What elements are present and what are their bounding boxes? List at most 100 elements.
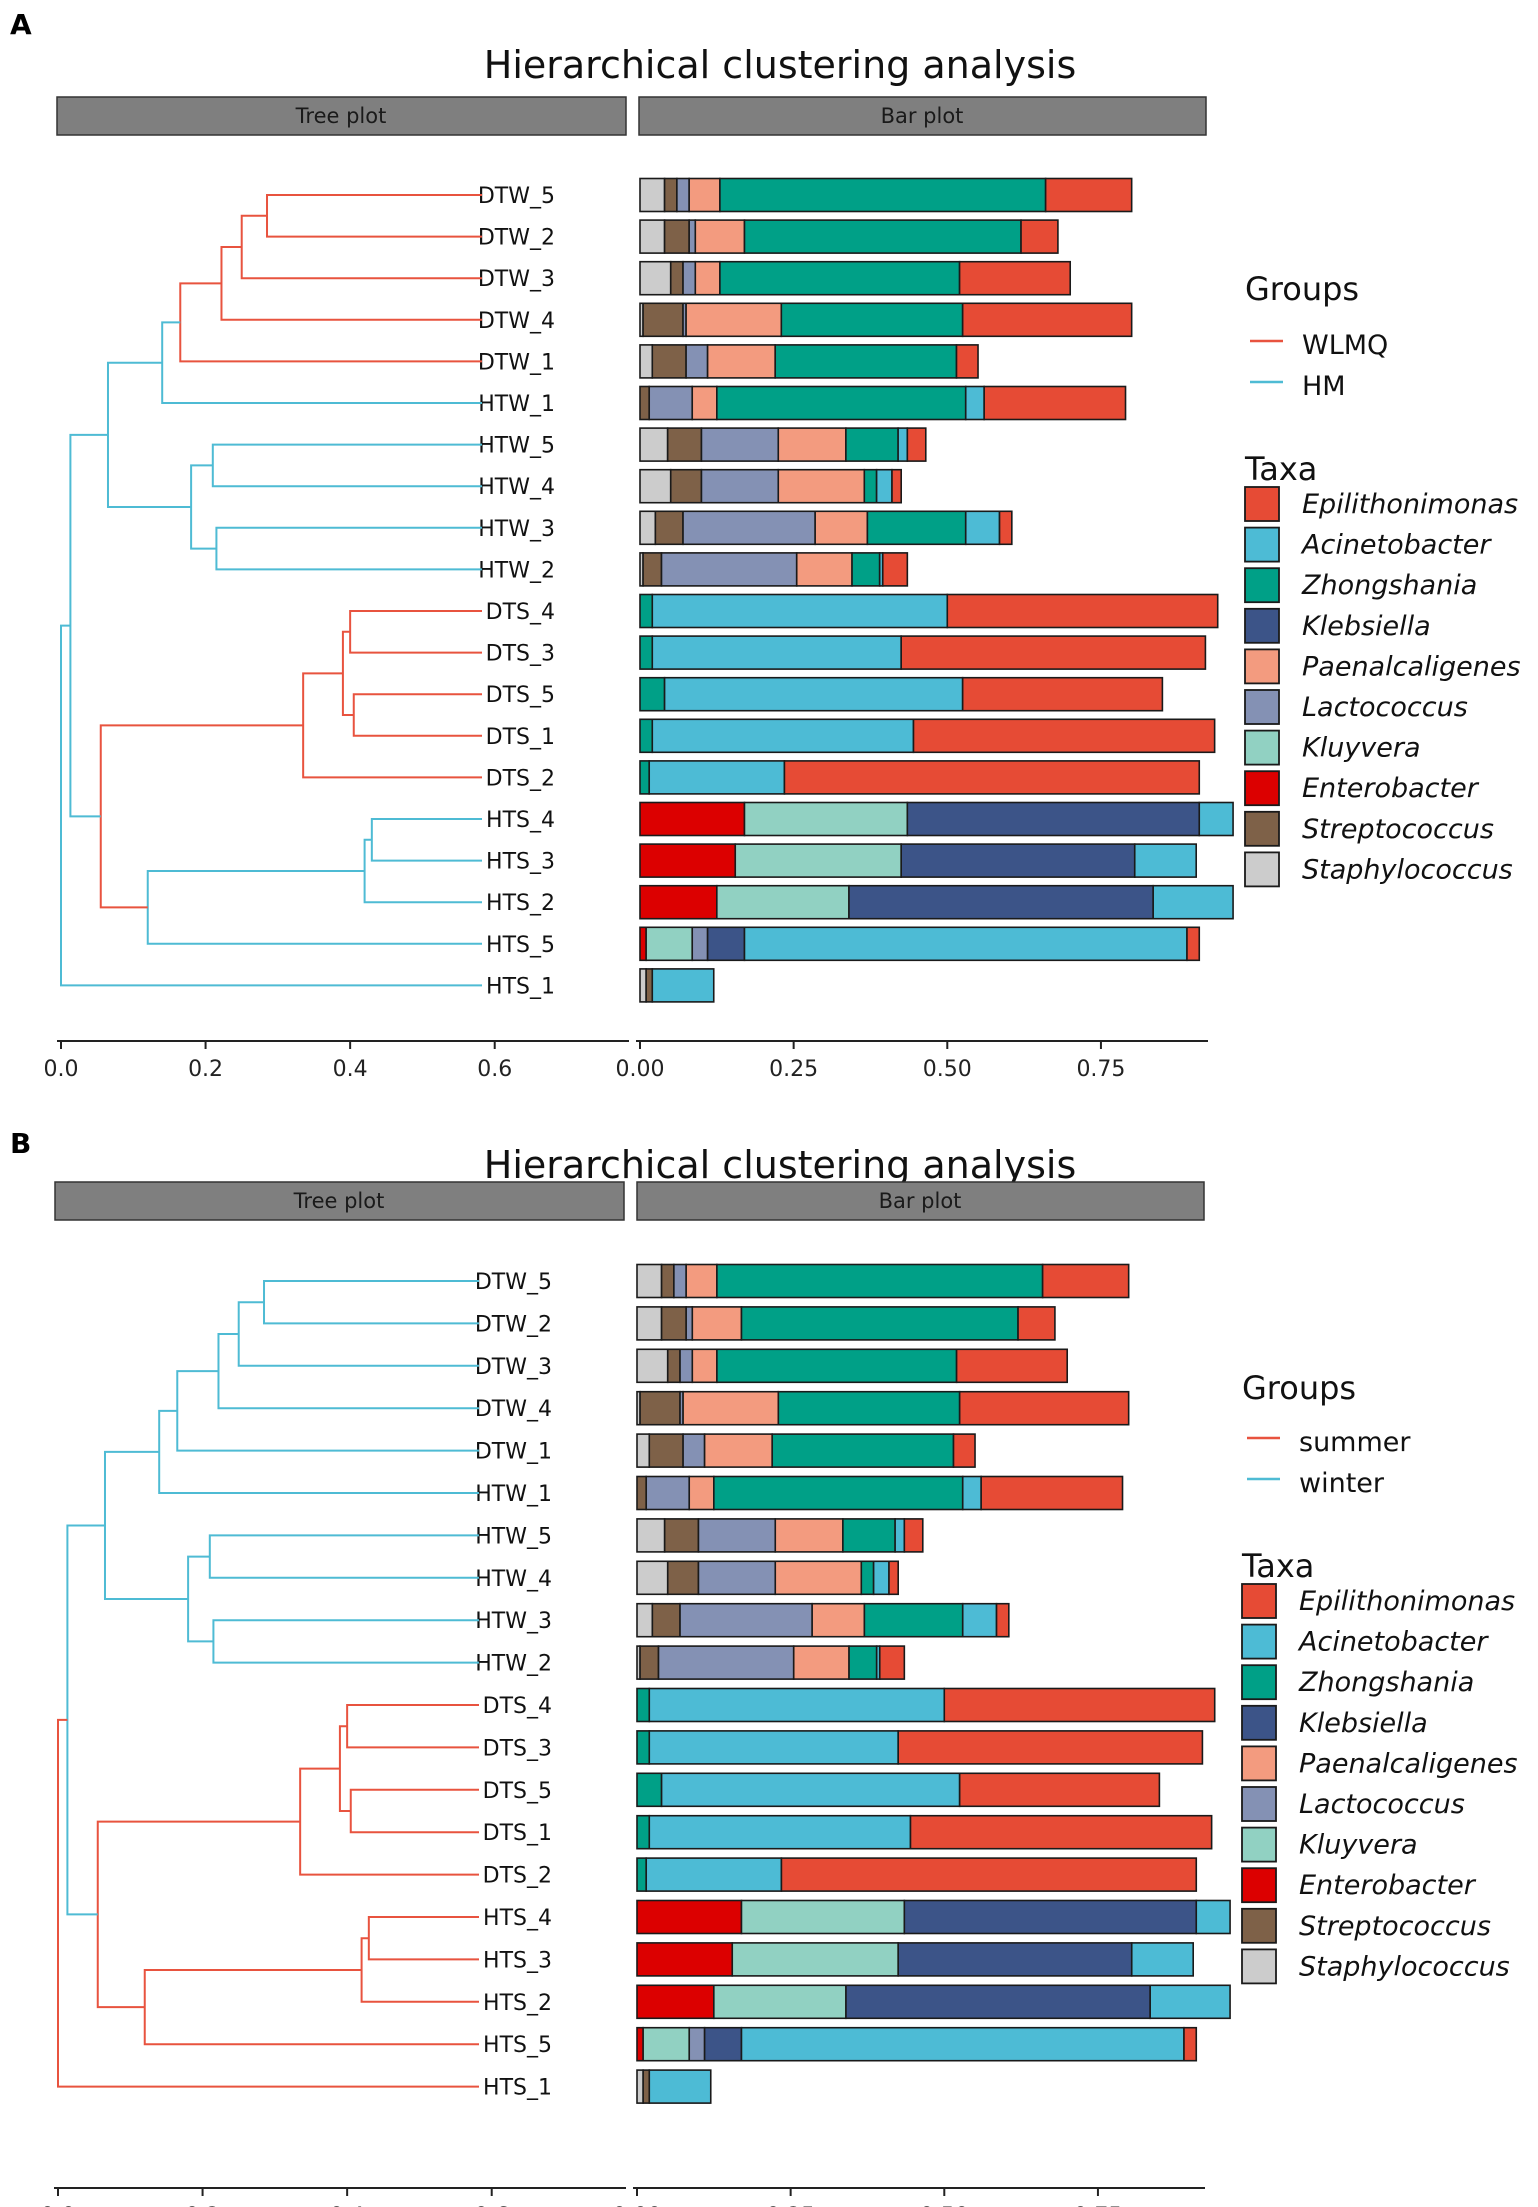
bar-segment-b-DTS_5-acinetobacter [660, 1772, 961, 1808]
bar-segment-b-HTS_1-acinetobacter [648, 2069, 712, 2104]
sample-label-b-htw_5: HTW_5 [475, 1524, 552, 1549]
tree-tick-label-a-2: 0.4 [333, 1057, 368, 1082]
taxa-legend-title-a: Taxa [1244, 450, 1317, 488]
sample-label-a-dts_1: DTS_1 [486, 725, 555, 750]
bar-segment-a-HTW_5-paenalcaligenes [777, 427, 847, 462]
taxa-legend-key-a-paenalcaligenes [1244, 648, 1280, 685]
bar-segment-b-HTS_5-acinetobacter [740, 2026, 1185, 2062]
bar-segment-b-DTS_4-epilithonimonas [943, 1687, 1216, 1723]
bar-segment-b-DTW_2-epilithonimonas [1017, 1306, 1056, 1341]
dendrogram-branch-b-15 [143, 1969, 479, 2046]
taxa-legend-key-a-kluyvera [1244, 729, 1280, 766]
bar-segment-b-DTW_1-streptococcus [648, 1433, 684, 1468]
bar-segment-a-HTS_2-kluyvera [716, 884, 850, 920]
taxa-legend-key-a-lactococcus [1244, 689, 1280, 725]
bar-tick-label-b-3: 0.75 [1073, 2204, 1122, 2207]
taxa-legend-title-b: Taxa [1241, 1547, 1314, 1585]
bar-segment-b-HTW_2-epilithonimonas [878, 1645, 906, 1680]
bar-segment-a-DTW_3-lactococcus [682, 260, 697, 296]
taxa-legend-key-b-lactococcus [1241, 1786, 1277, 1822]
sample-label-b-dts_3: DTS_3 [483, 1736, 552, 1761]
groups-legend-label-b-1: winter [1299, 1468, 1385, 1499]
tree-tick-label-a-0: 0.0 [44, 1057, 79, 1082]
sample-label-b-htw_1: HTW_1 [475, 1482, 552, 1507]
tree-tick-label-b-3: 0.6 [474, 2204, 509, 2207]
bar-segment-a-DTW_3-paenalcaligenes [694, 260, 721, 296]
bar-segment-a-HTS_3-enterobacter [639, 843, 737, 878]
bar-segment-b-DTW_1-lactococcus [682, 1433, 706, 1468]
bar-segment-b-HTW_1-paenalcaligenes [688, 1475, 715, 1511]
bar-segment-a-DTW_4-epilithonimonas [961, 302, 1133, 338]
bar-segment-a-DTS_2-acinetobacter [648, 760, 786, 795]
sample-label-b-hts_4: HTS_4 [483, 1906, 552, 1931]
taxa-legend-label-a-acinetobacter: Acinetobacter [1300, 530, 1492, 561]
bar-segment-a-DTS_5-epilithonimonas [961, 676, 1164, 712]
taxa-legend-key-a-acinetobacter [1244, 526, 1280, 563]
bar-segment-b-DTS_2-acinetobacter [645, 1857, 783, 1892]
bar-segment-a-DTW_4-zhongshania [780, 302, 964, 338]
dendrogram-branch-b-9 [346, 1704, 479, 1749]
bar-segment-b-HTS_3-kluyvera [731, 1942, 899, 1977]
taxa-legend-label-b-zhongshania: Zhongshania [1298, 1667, 1474, 1698]
taxa-legend-label-b-streptococcus: Streptococcus [1299, 1911, 1491, 1942]
taxa-legend-key-b-streptococcus [1241, 1907, 1277, 1944]
bar-segment-b-DTW_1-staphylococcus [636, 1433, 651, 1468]
bar-segment-a-HTW_2-streptococcus [642, 552, 663, 587]
sample-label-a-hts_4: HTS_4 [486, 808, 555, 833]
bar-segment-a-HTS_5-epilithonimonas [1186, 926, 1201, 962]
sample-label-b-dtw_1: DTW_1 [475, 1440, 552, 1465]
bar-segment-b-HTS_5-klebsiella [703, 2026, 743, 2062]
bar-segment-a-DTW_5-paenalcaligenes [688, 177, 721, 213]
bar-segment-a-HTS_1-streptococcus [645, 968, 654, 1003]
taxa-legend-key-a-klebsiella [1244, 607, 1280, 644]
bar-segment-b-HTW_5-streptococcus [663, 1518, 700, 1553]
sample-label-a-dtw_2: DTW_2 [478, 226, 555, 251]
bar-segment-a-DTS_4-acinetobacter [651, 593, 949, 629]
bar-segment-a-DTS_2-zhongshania [639, 760, 651, 795]
sample-label-a-dts_2: DTS_2 [486, 766, 555, 791]
taxa-legend-key-a-streptococcus [1244, 810, 1280, 847]
bar-segment-b-HTW_2-zhongshania [848, 1645, 878, 1680]
bar-segment-a-DTS_3-zhongshania [639, 635, 654, 670]
sample-label-a-htw_5: HTW_5 [478, 434, 555, 459]
bar-segment-b-HTW_4-zhongshania [860, 1560, 875, 1596]
bar-segment-b-DTW_4-zhongshania [777, 1390, 961, 1426]
bar-segment-b-DTW_2-streptococcus [660, 1306, 687, 1341]
bar-segment-a-HTW_5-zhongshania [845, 427, 899, 462]
taxa-legend-label-a-streptococcus: Streptococcus [1302, 814, 1494, 845]
bar-segment-b-HTW_1-acinetobacter [961, 1475, 982, 1511]
bar-segment-a-DTW_2-paenalcaligenes [694, 219, 746, 254]
bar-segment-a-HTW_1-lactococcus [648, 385, 694, 421]
bar-segment-b-DTS_5-zhongshania [636, 1772, 663, 1808]
bar-segment-b-DTW_3-paenalcaligenes [691, 1348, 718, 1384]
bar-segment-a-DTW_3-streptococcus [669, 260, 684, 296]
strip-bar-label-b: Bar plot [879, 1189, 962, 1213]
bar-segment-a-HTS_5-klebsiella [706, 926, 746, 962]
bar-segment-b-DTS_1-zhongshania [636, 1814, 651, 1850]
chart-layer-b: DTW_5 DTW_2 DTW_3 DTW_4 DTW_1 HTW_1 HTW_5 HTW_4… [41, 1263, 1518, 2207]
bar-segment-b-DTS_4-acinetobacter [648, 1687, 946, 1723]
bar-segment-b-DTW_3-lactococcus [679, 1348, 694, 1384]
taxa-legend-label-a-enterobacter: Enterobacter [1302, 773, 1480, 804]
bar-segment-a-HTS_5-kluyvera [645, 926, 694, 962]
bar-segment-a-DTW_5-epilithonimonas [1044, 177, 1133, 213]
taxa-legend-label-a-zhongshania: Zhongshania [1301, 570, 1477, 601]
bar-segment-a-HTW_3-staphylococcus [639, 510, 657, 546]
bar-segment-a-HTS_3-klebsiella [900, 843, 1136, 878]
bar-segment-a-DTW_1-lactococcus [685, 344, 709, 379]
bar-segment-b-HTS_4-enterobacter [636, 1899, 743, 1935]
chart-title-a: Hierarchical clustering analysis [484, 43, 1077, 87]
bar-segment-b-DTW_5-lactococcus [673, 1263, 687, 1299]
groups-legend-label-a-1: HM [1302, 371, 1346, 402]
bar-segment-a-HTS_2-acinetobacter [1152, 884, 1234, 920]
bar-segment-b-HTS_2-kluyvera [713, 1984, 847, 2020]
chart-layer-a: DTW_5 DTW_2 DTW_3 DTW_4 DTW_1 HTW_1 HTW_5 HTW_4… [44, 177, 1521, 1082]
dendrogram-branch-a-18 [60, 624, 482, 987]
sample-label-b-dtw_3: DTW_3 [475, 1355, 552, 1380]
sample-label-b-dtw_5: DTW_5 [475, 1270, 552, 1295]
groups-legend-label-b-0: summer [1299, 1427, 1411, 1458]
sample-label-a-htw_1: HTW_1 [478, 392, 555, 417]
bar-segment-b-DTW_4-epilithonimonas [958, 1390, 1130, 1426]
bar-segment-b-DTW_2-zhongshania [740, 1306, 1019, 1341]
